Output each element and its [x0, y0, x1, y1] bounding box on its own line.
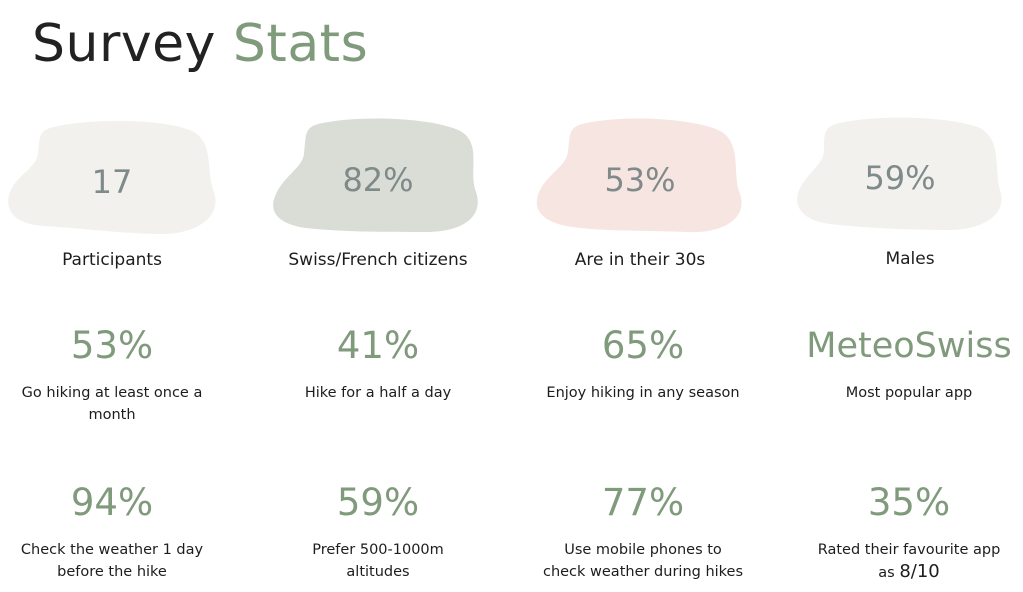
highlight-participants-blob: 17 — [2, 118, 222, 242]
stat-value: 65% — [601, 324, 685, 367]
stat-value: MeteoSwiss — [806, 326, 1012, 366]
stat-hiking-season: 65% Enjoy hiking in any season — [523, 324, 763, 404]
stat-label: Prefer 500-1000m altitudes — [312, 542, 444, 580]
stat-label-text: Rated their favourite app as — [817, 542, 1001, 581]
highlight-label: Swiss/French citizens — [288, 250, 468, 270]
stat-label: Use mobile phones to check weather durin… — [542, 542, 744, 580]
highlight-value: 59% — [864, 159, 936, 197]
stat-label: Most popular app — [845, 385, 973, 401]
page-title: Survey Stats — [32, 8, 368, 80]
title-part-stats: Stats — [232, 14, 369, 74]
blob-shape — [273, 118, 478, 232]
stat-label: Enjoy hiking in any season — [546, 385, 740, 401]
highlight-label: Are in their 30s — [574, 250, 706, 270]
highlight-value: 53% — [604, 161, 676, 199]
blob-shape — [536, 118, 742, 233]
stat-weather-check: 94% Check the weather 1 day before the h… — [0, 481, 232, 583]
highlight-males-blob: 59% — [790, 114, 1010, 238]
stat-label: Check the weather 1 day before the hike — [20, 542, 204, 580]
stat-label: Go hiking at least once a month — [21, 385, 203, 423]
stat-hiking-frequency: 53% Go hiking at least once a month — [0, 324, 232, 426]
highlight-label: Males — [885, 249, 935, 269]
stat-popular-app: MeteoSwiss Most popular app — [789, 324, 1023, 404]
title-part-survey: Survey — [32, 14, 216, 74]
stat-value: 59% — [336, 481, 420, 524]
stat-label: Rated their favourite app as 8/10 — [789, 539, 1023, 584]
stat-value: 77% — [601, 481, 685, 524]
highlight-value: 17 — [91, 163, 133, 201]
stat-value: 53% — [70, 324, 154, 367]
highlight-label: Participants — [62, 250, 162, 270]
stat-label-emphasis: 8/10 — [899, 561, 940, 582]
stat-label: Hike for a half a day — [304, 385, 452, 401]
stat-value: 41% — [336, 324, 420, 367]
highlight-citizens-blob: 82% — [268, 116, 488, 240]
stat-altitude: 59% Prefer 500-1000m altitudes — [258, 481, 498, 583]
blob-shape — [797, 117, 1002, 230]
blob-shape — [8, 120, 216, 234]
stat-value: 94% — [70, 481, 154, 524]
stat-app-rating: 35% Rated their favourite app as 8/10 — [789, 481, 1023, 584]
highlight-age-blob: 53% — [530, 116, 750, 240]
stat-mobile-phones: 77% Use mobile phones to check weather d… — [523, 481, 763, 583]
stat-hike-duration: 41% Hike for a half a day — [258, 324, 498, 404]
highlight-value: 82% — [342, 161, 414, 199]
stat-value: 35% — [867, 481, 951, 524]
